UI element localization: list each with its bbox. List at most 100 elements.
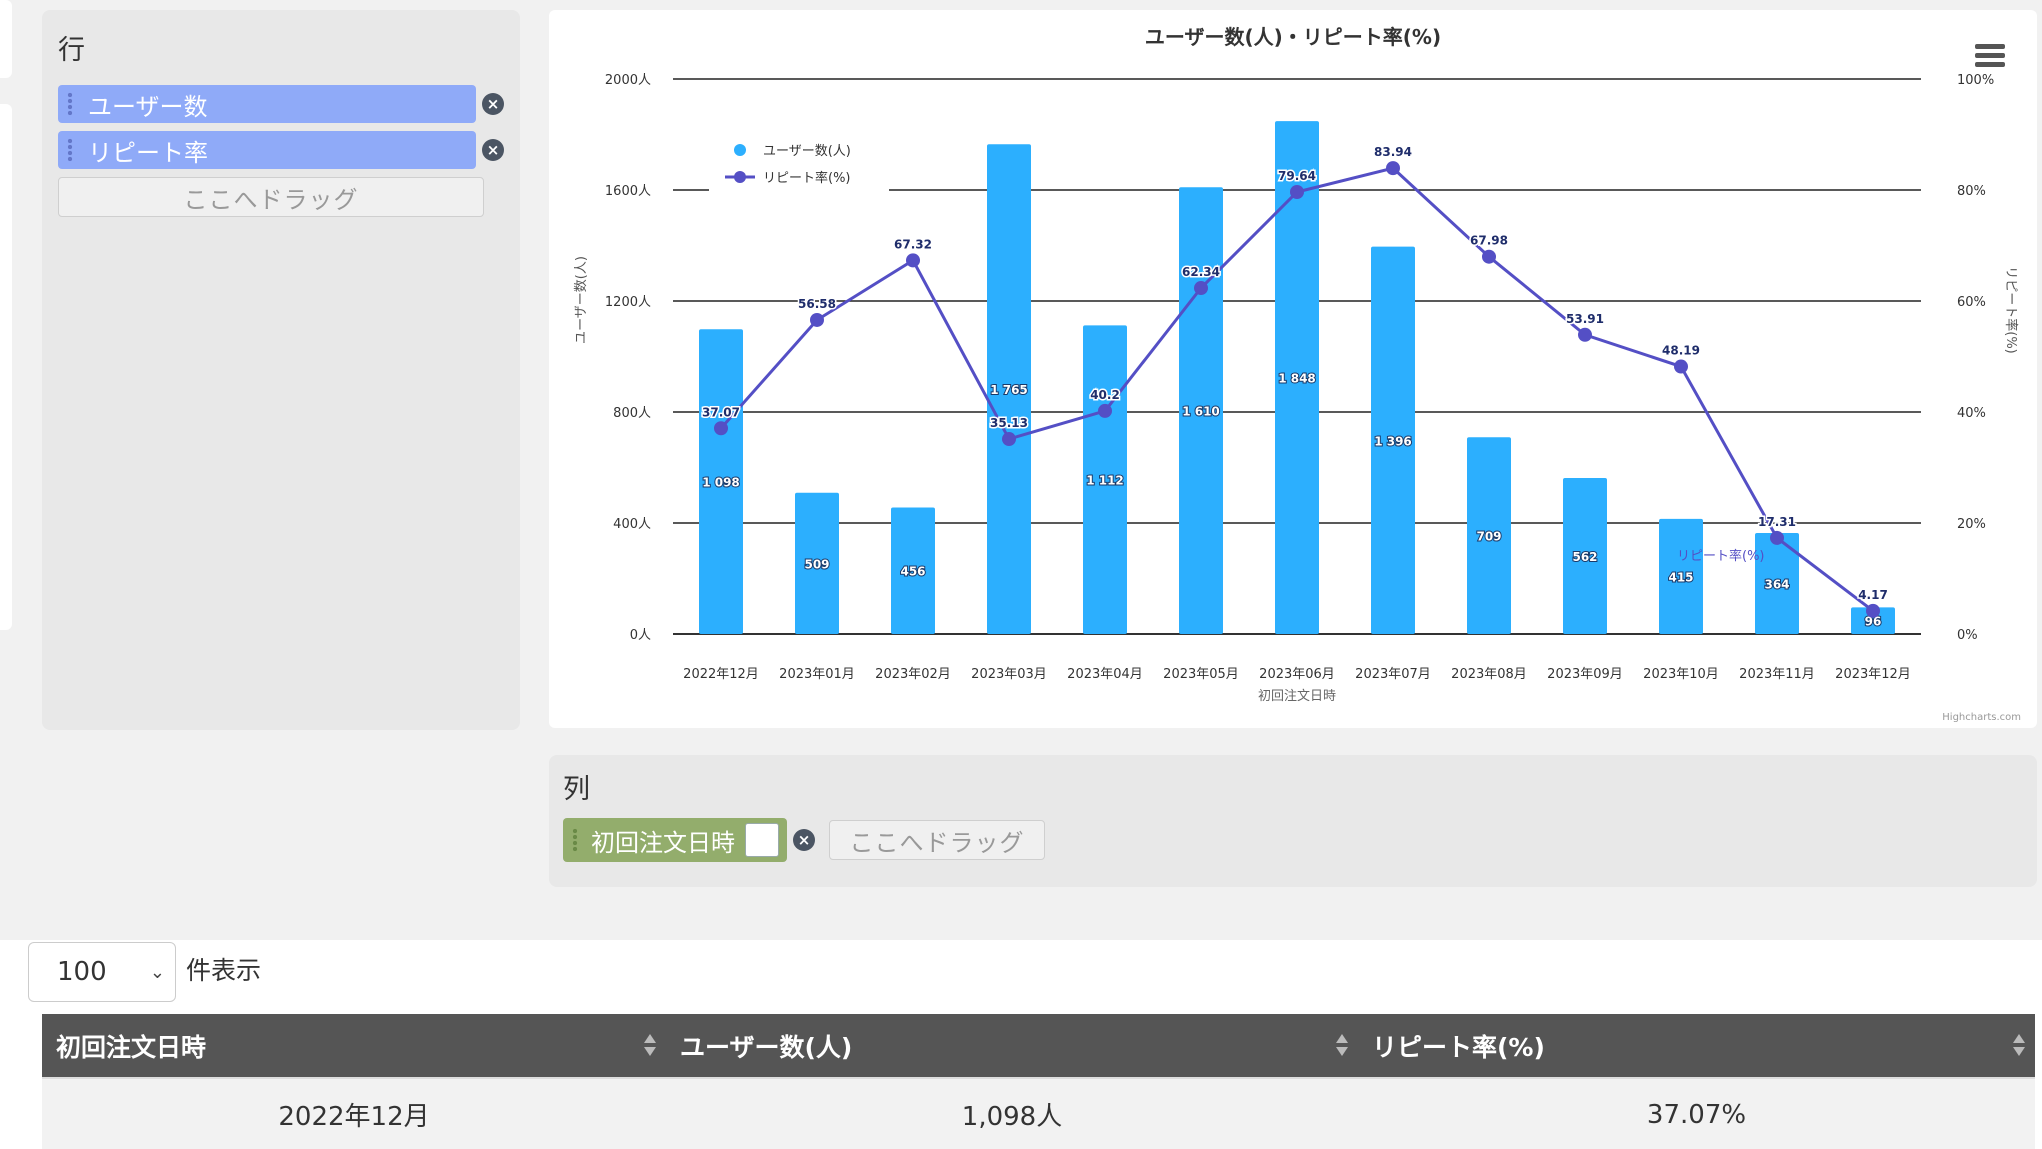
line-point [1674, 359, 1688, 374]
columns-drop-zone[interactable]: ここへドラッグ [829, 820, 1045, 860]
x-tick-label: 2023年06月 [1259, 667, 1335, 682]
line-data-label: 17.31 [1758, 515, 1796, 529]
chart-title: ユーザー数(人)・リピート率(%) [1145, 25, 1441, 49]
highcharts-credit[interactable]: Highcharts.com [1942, 712, 2021, 723]
y-left-tick-label: 0人 [630, 628, 651, 643]
legend-line-label[interactable]: リピート率(%) [763, 170, 851, 186]
line-point [906, 253, 920, 268]
x-tick-label: 2023年03月 [971, 667, 1047, 682]
table-row: 2022年12月 1,098人 37.07% [42, 1077, 2035, 1149]
line-data-label: 37.07 [702, 405, 740, 419]
hamburger-menu-icon[interactable] [1975, 44, 2005, 67]
line-data-label: 40.2 [1090, 388, 1120, 402]
drag-handle-icon[interactable] [572, 828, 578, 852]
row-field-pill[interactable]: ユーザー数 [58, 85, 476, 123]
bar [1371, 246, 1415, 635]
line-point [1194, 281, 1208, 296]
line-data-label: 48.19 [1662, 344, 1700, 358]
x-tick-label: 2023年01月 [779, 667, 855, 682]
bar-data-label: 1 610 [1182, 405, 1220, 419]
column-header-repeat-rate[interactable]: リピート率(%) [1358, 1014, 2035, 1078]
y-right-tick-label: 20% [1957, 517, 1986, 532]
y-right-tick-label: 60% [1957, 295, 1986, 310]
x-tick-label: 2023年08月 [1451, 667, 1527, 682]
page-length-select[interactable]: 100 ⌄ [28, 942, 176, 1002]
x-tick-label: 2023年10月 [1643, 667, 1719, 682]
bar-data-label: 415 [1668, 570, 1693, 584]
bar-data-label: 1 396 [1374, 434, 1412, 448]
bar [1467, 437, 1511, 634]
bar-data-label: 509 [804, 557, 829, 571]
column-field-pill[interactable]: 初回注文日時 [563, 818, 787, 862]
line-data-label: 56.58 [798, 297, 836, 311]
remove-field-icon[interactable]: × [793, 829, 815, 851]
column-header-label: 初回注文日時 [56, 1032, 207, 1062]
row-field-pill[interactable]: リピート率 [58, 131, 476, 169]
y-right-tick-label: 0% [1957, 628, 1978, 643]
rows-panel-title: 行 [58, 35, 85, 66]
line-point [1002, 432, 1016, 447]
row-field[interactable]: ユーザー数 × [58, 85, 504, 123]
table-cell: 2022年12月 [42, 1077, 666, 1149]
bar [795, 492, 839, 634]
line-point [1482, 249, 1496, 264]
bar-series: 1 098 509 456 1 765 1 112 1 610 1 848 1 396 709 5… [699, 121, 1895, 635]
y-left-tick-label: 1600人 [605, 184, 651, 199]
bar [1659, 518, 1703, 634]
y-axis-left-title: ユーザー数(人) [574, 256, 589, 344]
column-field-row: 初回注文日時 × ここへドラッグ [563, 818, 2023, 862]
y-right-tick-label: 100% [1957, 73, 1994, 88]
y-left-tick-label: 800人 [613, 406, 651, 421]
column-field-label: 初回注文日時 [591, 828, 735, 857]
row-field[interactable]: リピート率 × [58, 131, 504, 169]
legend-background [709, 128, 889, 198]
bar-data-label: 456 [900, 565, 925, 579]
bar-data-label: 562 [1572, 550, 1597, 564]
column-header-label: リピート率(%) [1372, 1032, 1545, 1062]
y-left-tick-label: 400人 [613, 517, 651, 532]
drag-handle-icon[interactable] [67, 138, 73, 162]
page-length-value: 100 [57, 957, 107, 987]
column-header-users[interactable]: ユーザー数(人) [666, 1014, 1358, 1078]
sort-icon[interactable] [644, 1034, 656, 1056]
sort-icon[interactable] [2013, 1034, 2025, 1056]
line-point [1290, 184, 1304, 199]
line-point [810, 312, 824, 327]
x-axis-title: 初回注文日時 [1258, 689, 1336, 704]
line-data-label: 67.32 [894, 237, 932, 251]
bar-data-label: 1 112 [1086, 474, 1124, 488]
page-length-control: 100 ⌄ 件表示 [28, 942, 261, 1002]
drag-handle-icon[interactable] [67, 92, 73, 116]
row-field-label: ユーザー数 [88, 92, 208, 121]
line-data-label: 83.94 [1374, 145, 1412, 159]
y-right-tick-label: 40% [1957, 406, 1986, 421]
bar-data-label: 1 848 [1278, 372, 1316, 386]
legend-bar-label[interactable]: ユーザー数(人) [763, 144, 851, 159]
chart-legend[interactable]: ユーザー数(人) リピート率(%) [709, 128, 889, 198]
rows-drop-zone[interactable]: ここへドラッグ [58, 177, 484, 217]
line-point [1098, 403, 1112, 418]
x-tick-label: 2023年09月 [1547, 667, 1623, 682]
left-edge-panel [0, 0, 12, 78]
column-field-checkbox[interactable] [745, 823, 779, 857]
pivot-table: 初回注文日時 ユーザー数(人) リピート率(%) 2022年12月 1,098人… [42, 1014, 2035, 1149]
columns-panel: 列 初回注文日時 × ここへドラッグ [549, 755, 2037, 887]
bar [1179, 187, 1223, 634]
table-cell: 1,098人 [666, 1077, 1358, 1149]
x-tick-label: 2023年07月 [1355, 667, 1431, 682]
bar-data-label: 364 [1764, 577, 1789, 591]
remove-field-icon[interactable]: × [482, 139, 504, 161]
legend-line-marker[interactable] [734, 171, 746, 183]
legend-bar-marker[interactable] [734, 144, 746, 156]
remove-field-icon[interactable]: × [482, 93, 504, 115]
sort-icon[interactable] [1336, 1034, 1348, 1056]
line-point [1578, 327, 1592, 342]
column-header-date[interactable]: 初回注文日時 [42, 1014, 666, 1078]
series-end-label: リピート率(%) [1677, 548, 1765, 564]
line-data-label: 79.64 [1278, 169, 1316, 183]
line-data-label: 62.34 [1182, 265, 1220, 279]
bar [1563, 478, 1607, 634]
bar-data-label: 709 [1476, 530, 1501, 544]
bar [1275, 121, 1319, 635]
y-left-tick-label: 2000人 [605, 73, 651, 88]
